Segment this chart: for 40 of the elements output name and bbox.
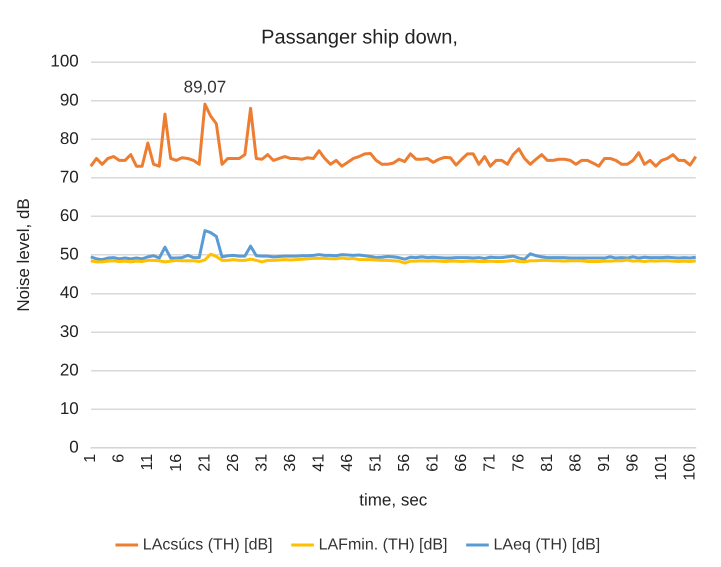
chart-title: Passanger ship down, <box>261 26 458 49</box>
x-tick-label: 16 <box>168 454 185 472</box>
x-tick-label: 61 <box>424 454 442 472</box>
y-tick-label: 60 <box>60 206 79 226</box>
x-tick-label: 11 <box>139 454 156 471</box>
x-tick-label: 56 <box>396 454 414 472</box>
x-tick-label: 71 <box>482 454 499 472</box>
x-tick-label: 21 <box>196 454 214 472</box>
x-tick-label: 26 <box>224 454 242 472</box>
y-tick-label: 10 <box>60 399 79 418</box>
x-axis-title: time, sec <box>359 490 428 510</box>
legend-label: LAcsúcs (TH) [dB] <box>142 536 273 554</box>
y-tick-label: 80 <box>60 128 79 148</box>
x-tick-label: 1 <box>82 454 100 463</box>
y-tick-label: 100 <box>50 52 79 71</box>
x-tick-label: 31 <box>253 454 270 472</box>
x-tick-label: 101 <box>652 454 670 481</box>
x-tick-label: 46 <box>339 454 356 472</box>
x-tick-label: 36 <box>282 454 299 472</box>
x-tick-label: 51 <box>368 454 385 472</box>
y-tick-label: 70 <box>60 167 79 186</box>
x-tick-label: 66 <box>453 454 470 472</box>
y-tick-label: 50 <box>60 244 79 264</box>
y-tick-label: 20 <box>60 360 79 380</box>
y-tick-label: 0 <box>69 438 79 457</box>
y-tick-label: 40 <box>60 283 79 302</box>
legend-label: LAeq (TH) [dB] <box>494 536 600 554</box>
data-label: 89,07 <box>184 77 226 96</box>
legend-label: LAFmin. (TH) [dB] <box>318 536 448 554</box>
x-tick-label: 6 <box>110 454 128 463</box>
y-axis-title: Noise level, dB <box>14 198 33 312</box>
x-tick-label: 81 <box>538 454 556 472</box>
y-tick-label: 90 <box>60 90 79 110</box>
x-tick-label: 106 <box>682 454 698 481</box>
x-tick-label: 91 <box>596 454 613 472</box>
x-tick-label: 76 <box>510 454 528 472</box>
y-tick-label: 30 <box>60 322 79 341</box>
x-tick-label: 86 <box>567 454 584 472</box>
x-tick-label: 41 <box>310 454 328 472</box>
x-tick-label: 96 <box>624 454 642 472</box>
